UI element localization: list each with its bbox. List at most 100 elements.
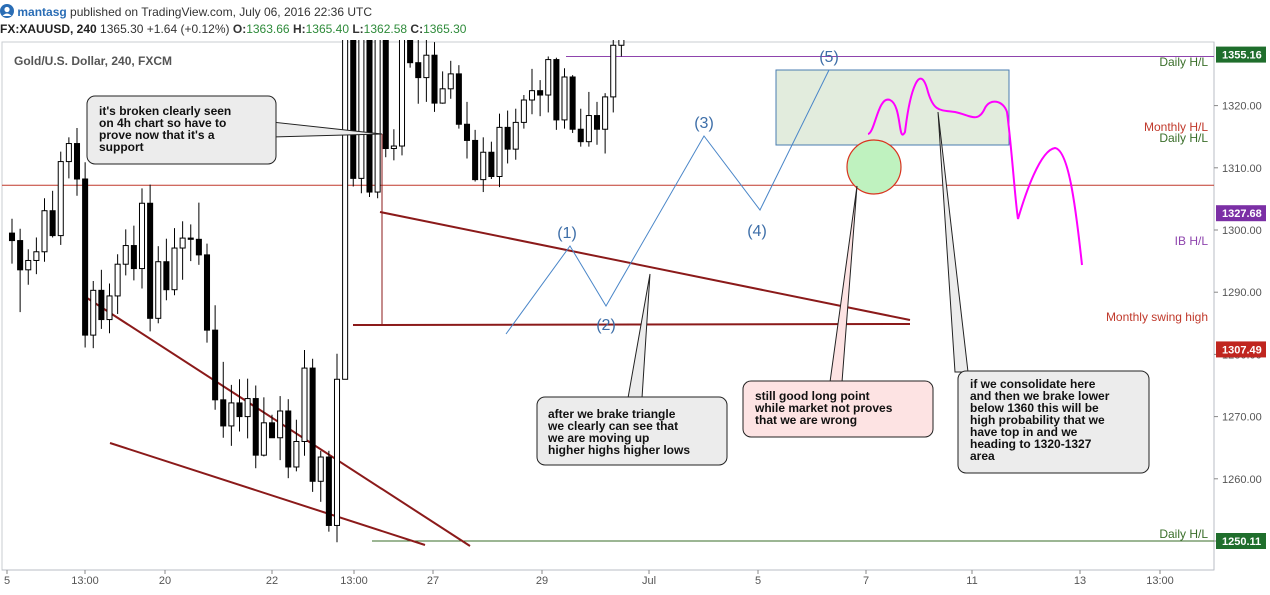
price-badge-label: 1327.68 — [1222, 208, 1262, 220]
candle-body-up — [244, 398, 251, 418]
avatar — [0, 4, 14, 18]
candle-body-up — [260, 422, 267, 456]
candle-body-down — [431, 54, 438, 104]
candle — [407, 40, 414, 68]
candle — [423, 40, 430, 102]
candle — [463, 101, 471, 159]
callout-4-line-7: area — [970, 449, 995, 463]
candle — [455, 65, 462, 129]
candle-body-up — [374, 40, 381, 193]
candle-body-up — [90, 289, 97, 336]
candle-body-up — [277, 410, 284, 439]
candle-body-down — [463, 123, 471, 141]
candle-body-up — [155, 261, 162, 319]
candle — [553, 57, 560, 130]
price-badge: 1327.68 — [1216, 205, 1266, 222]
callout-2-line-3: we are moving up — [547, 431, 649, 445]
x-tick-label: 5 — [755, 575, 761, 587]
close-label: C: — [410, 22, 424, 36]
candle-body-up — [25, 259, 32, 271]
candle-body-up — [610, 44, 617, 98]
candle — [342, 40, 349, 380]
x-tick-label: 7 — [863, 575, 869, 587]
callout-3-line-2: while market not proves — [754, 401, 893, 415]
x-tick-label: Jul — [642, 575, 656, 587]
candle — [317, 450, 324, 502]
candle — [147, 184, 154, 332]
candle — [33, 237, 40, 275]
price-badge: 1250.11 — [1216, 533, 1266, 549]
candle — [545, 56, 552, 113]
elliott-wave-lines — [505, 69, 830, 335]
candle-body-up — [512, 121, 519, 150]
x-tick-label: 13:00 — [71, 575, 99, 587]
candle — [260, 397, 267, 457]
price-chart[interactable]: Gold/U.S. Dollar, 240, FXCM Daily H/LMon… — [0, 40, 1270, 595]
high-label: H: — [292, 22, 306, 36]
candle — [130, 225, 137, 281]
candle — [618, 40, 625, 57]
wave-label-4: (4) — [747, 223, 767, 240]
price-change: +1.64 (+0.12%) — [146, 22, 230, 36]
y-tick-label: 1260.00 — [1222, 474, 1262, 486]
candle-body-up — [358, 40, 365, 179]
candle — [163, 238, 170, 301]
candle — [585, 91, 592, 147]
callout-1-line-4: support — [99, 140, 144, 154]
candle — [480, 137, 487, 193]
candle — [171, 228, 178, 296]
candle-body-down — [147, 202, 154, 319]
y-tick-label: 1270.00 — [1222, 412, 1262, 424]
candle-body-down — [553, 59, 560, 121]
callout-4-line-5: have top in and we — [970, 425, 1078, 439]
candle — [520, 95, 527, 129]
candle-body-up — [528, 90, 536, 101]
candle — [382, 40, 389, 158]
callout-box-1 — [86, 95, 277, 165]
candle — [358, 40, 365, 194]
candle — [293, 419, 300, 472]
callout-text-1: it's broken clearly seen on 4h chart so … — [99, 104, 231, 154]
candle-body-up — [390, 145, 397, 150]
close-value: 1365.30 — [423, 22, 467, 36]
candle-body-down — [8, 232, 16, 242]
author-link[interactable]: mantasg — [17, 5, 67, 19]
wave-label-5: (5) — [819, 49, 839, 66]
candle — [309, 358, 316, 492]
candle — [25, 249, 32, 285]
candle-body-up — [228, 402, 235, 427]
high-value: 1365.40 — [305, 22, 349, 36]
candle-body-up — [33, 251, 40, 261]
callout-1-line-1: it's broken clearly seen — [99, 104, 231, 118]
candle — [447, 60, 454, 99]
candle — [57, 151, 64, 245]
candle — [602, 93, 609, 154]
candle-body-down — [577, 128, 584, 143]
candle-body-down — [17, 240, 24, 271]
price-badge-bg — [1216, 46, 1266, 63]
candle-body-down — [49, 210, 56, 237]
candle — [179, 221, 186, 280]
low-label: L: — [352, 22, 364, 36]
trend-lines — [83, 211, 911, 547]
candle-body-down — [187, 237, 194, 240]
candle — [228, 384, 235, 446]
candle — [366, 40, 373, 198]
candle — [528, 68, 536, 115]
price-badge-label: 1307.49 — [1222, 344, 1262, 356]
wave-label-1: (1) — [557, 225, 577, 242]
candle-body-down — [407, 40, 414, 64]
candle — [8, 218, 16, 264]
candle-body-down — [220, 399, 227, 427]
callout-3-line-1: still good long point — [755, 389, 870, 403]
candle-body-down — [73, 143, 81, 180]
candle-body-up — [293, 440, 300, 468]
candle-body-down — [366, 40, 373, 193]
price-badge-bg — [1216, 533, 1266, 549]
callout-2-line-4: higher highs higher lows — [548, 443, 690, 457]
callout-text-3: still good long point while market not p… — [754, 389, 893, 427]
candle — [593, 101, 601, 145]
wave-label-3: (3) — [694, 115, 714, 132]
candle — [390, 129, 397, 161]
symbol-label[interactable]: FX:XAUUSD, 240 — [0, 22, 97, 36]
